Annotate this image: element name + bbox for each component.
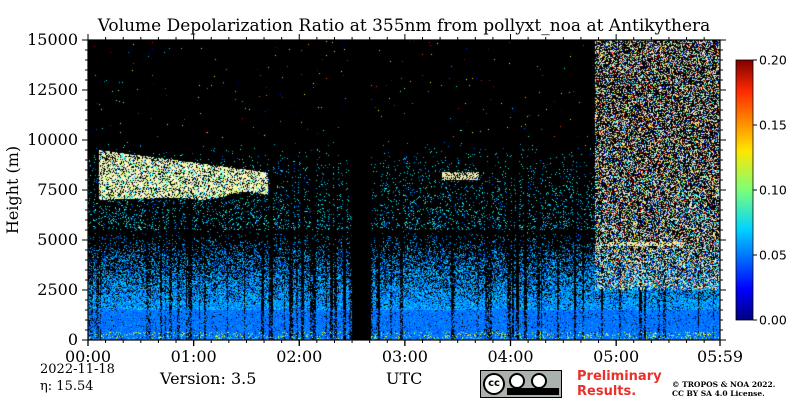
copyright-line-2: CC BY SA 4.0 License.: [672, 389, 765, 398]
preliminary-notice: Preliminary Results.: [577, 369, 662, 399]
y-tick-label: 5000: [37, 230, 78, 249]
heatmap-image: [88, 40, 720, 340]
x-tick-label: 04:00: [487, 347, 533, 366]
colorbar-tick-label: 0.05: [759, 248, 787, 263]
share-alike-icon: [531, 373, 547, 389]
colorbar-tick-label: 0.20: [759, 53, 787, 68]
cc-license-badge: cc: [480, 370, 562, 398]
copyright-notice: © TROPOS & NOA 2022. CC BY SA 4.0 Licens…: [672, 380, 775, 398]
x-axis-label: UTC: [386, 369, 423, 388]
y-tick-label: 2500: [37, 280, 78, 299]
date-label: 2022-11-18: [40, 362, 115, 377]
heatmap-area: [88, 40, 720, 340]
colorbar-tick-label: 0.00: [759, 313, 787, 328]
license-strip: [507, 388, 559, 395]
colorbar-tick-label: 0.15: [759, 118, 787, 133]
y-tick-label: 12500: [27, 80, 78, 99]
x-tick-label: 00:00: [65, 347, 111, 366]
x-tick-label: 05:59: [697, 347, 743, 366]
colorbar: [735, 59, 754, 321]
chart-title: Volume Depolarization Ratio at 355nm fro…: [97, 16, 711, 36]
x-tick-label: 03:00: [382, 347, 428, 366]
y-axis-label: Height (m): [3, 146, 22, 234]
preliminary-line-2: Results.: [577, 384, 637, 399]
y-tick-label: 0: [68, 330, 78, 349]
y-tick-label: 7500: [37, 180, 78, 199]
colorbar-ticks: 0.00 0.05 0.10 0.15 0.20: [753, 53, 787, 328]
person-icon: [509, 373, 525, 389]
copyright-line-1: © TROPOS & NOA 2022.: [672, 380, 776, 389]
x-tick-label: 01:00: [171, 347, 217, 366]
x-axis: 00:00 01:00 02:00 03:00 04:00 05:00 05:59: [65, 34, 743, 366]
y-tick-label: 10000: [27, 130, 78, 149]
y-tick-label: 15000: [27, 30, 78, 49]
version-label: Version: 3.5: [160, 369, 257, 388]
colorbar-tick-label: 0.10: [759, 183, 787, 198]
eta-label: η: 15.54: [40, 379, 94, 394]
x-tick-label: 05:00: [593, 347, 639, 366]
y-axis: 0 2500 5000 7500 10000 12500 15000: [27, 30, 726, 349]
preliminary-line-1: Preliminary: [577, 369, 662, 384]
x-tick-label: 02:00: [276, 347, 322, 366]
cc-logo-icon: cc: [483, 373, 505, 395]
